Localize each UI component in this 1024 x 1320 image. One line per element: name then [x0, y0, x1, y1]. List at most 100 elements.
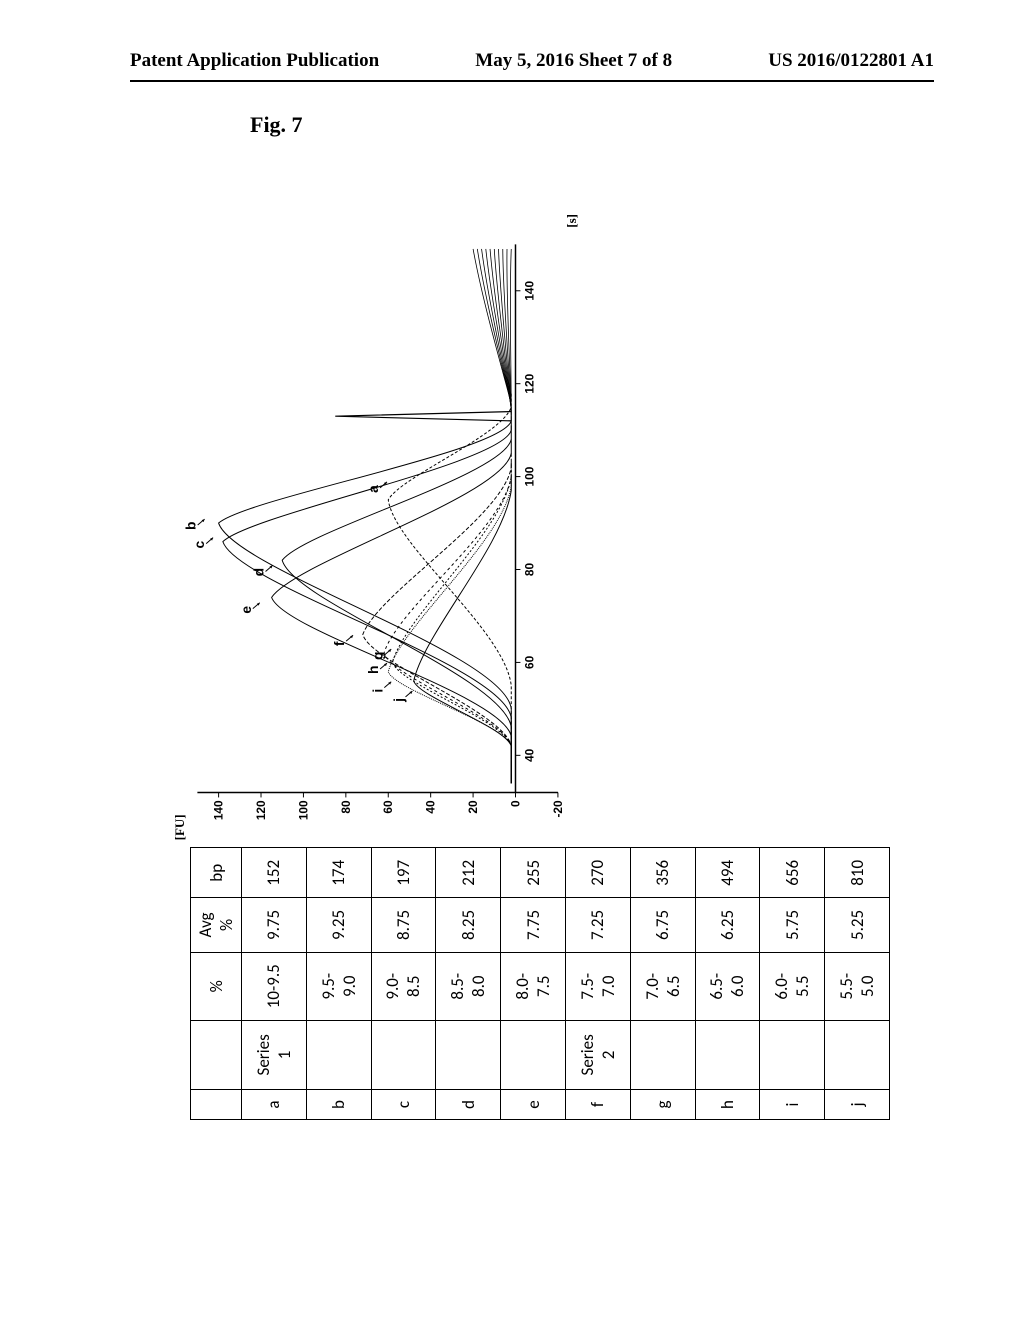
table-header-pct: % [191, 952, 242, 1020]
svg-text:b: b [183, 522, 199, 530]
table-row: e 8.0-7.57.75255 [501, 848, 566, 1120]
y-axis-label: [FU] [172, 814, 188, 840]
svg-text:-20: -20 [551, 800, 565, 818]
table-cell-label: i [760, 1090, 825, 1120]
table-header-blank2 [191, 1020, 242, 1089]
table-cell-pct: 7.0-6.5 [630, 952, 695, 1020]
table-cell-bp: 174 [306, 848, 371, 898]
data-table: % Avg % bp aSeries 110-9.59.75152b9.5-9.… [190, 847, 890, 1120]
svg-text:j: j [391, 698, 407, 703]
table-cell-label: c [371, 1090, 436, 1120]
table-row: g 7.0-6.56.75356 [630, 848, 695, 1120]
header-left: Patent Application Publication [130, 50, 379, 72]
table-row: fSeries 27.5-7.07.25270 [565, 848, 630, 1120]
table-cell-series [306, 1020, 371, 1089]
table-cell-pct: 10-9.5 [242, 952, 307, 1020]
table-header-avg: Avg % [191, 898, 242, 953]
table-cell-pct: 6.5-6.0 [695, 952, 760, 1020]
table-cell-pct: 7.5-7.0 [565, 952, 630, 1020]
table-cell-avg: 5.75 [760, 898, 825, 953]
table-cell-pct: 9.5-9.0 [306, 952, 371, 1020]
table-cell-series: Series 2 [565, 1020, 630, 1089]
svg-text:i: i [369, 689, 385, 693]
table-cell-avg: 5.25 [825, 898, 890, 953]
svg-text:40: 40 [424, 800, 438, 814]
table-cell-pct: 8.5-8.0 [436, 952, 501, 1020]
table-cell-label: h [695, 1090, 760, 1120]
table-cell-avg: 7.75 [501, 898, 566, 953]
table-cell-avg: 7.25 [565, 898, 630, 953]
svg-text:140: 140 [212, 800, 226, 820]
x-axis-label: [s] [564, 214, 580, 228]
svg-text:100: 100 [296, 800, 310, 820]
table-cell-series: Series 1 [242, 1020, 307, 1089]
table-cell-label: e [501, 1090, 566, 1120]
svg-text:20: 20 [466, 800, 480, 814]
table-cell-series [760, 1020, 825, 1089]
header-center: May 5, 2016 Sheet 7 of 8 [475, 50, 672, 72]
table-cell-label: g [630, 1090, 695, 1120]
table-cell-bp: 656 [760, 848, 825, 898]
rotated-figure-content: % Avg % bp aSeries 110-9.59.75152b9.5-9.… [190, 220, 890, 1120]
table-cell-bp: 810 [825, 848, 890, 898]
svg-text:140: 140 [522, 281, 536, 301]
svg-text:g: g [369, 652, 385, 660]
table-cell-avg: 6.75 [630, 898, 695, 953]
chart-svg: -20 0 20 40 60 80 100 120 140 40 60 80 100 120 140 a b c d… [180, 220, 600, 832]
svg-text:f: f [331, 641, 347, 646]
table-row: h 6.5-6.06.25494 [695, 848, 760, 1120]
table-cell-bp: 356 [630, 848, 695, 898]
table-header-blank1 [191, 1090, 242, 1120]
table-cell-label: f [565, 1090, 630, 1120]
table-cell-bp: 255 [501, 848, 566, 898]
table-cell-avg: 9.25 [306, 898, 371, 953]
table-cell-bp: 197 [371, 848, 436, 898]
svg-text:80: 80 [522, 563, 536, 577]
table-cell-series [825, 1020, 890, 1089]
table-cell-avg: 8.75 [371, 898, 436, 953]
table-cell-pct: 5.5-5.0 [825, 952, 890, 1020]
table-cell-series [695, 1020, 760, 1089]
svg-text:60: 60 [381, 800, 395, 814]
svg-text:80: 80 [339, 800, 353, 814]
svg-text:60: 60 [522, 656, 536, 670]
table-cell-avg: 8.25 [436, 898, 501, 953]
table-row: d 8.5-8.08.25212 [436, 848, 501, 1120]
table-row: b 9.5-9.09.25174 [306, 848, 371, 1120]
table-cell-series [501, 1020, 566, 1089]
table-cell-bp: 212 [436, 848, 501, 898]
table-row: i 6.0-5.55.75656 [760, 848, 825, 1120]
table-cell-bp: 270 [565, 848, 630, 898]
table-cell-label: a [242, 1090, 307, 1120]
table-cell-label: d [436, 1090, 501, 1120]
svg-text:e: e [238, 606, 254, 614]
table-cell-bp: 152 [242, 848, 307, 898]
table-cell-pct: 9.0-8.5 [371, 952, 436, 1020]
table-cell-series [630, 1020, 695, 1089]
svg-text:h: h [365, 666, 381, 674]
table-cell-label: b [306, 1090, 371, 1120]
figure-area: % Avg % bp aSeries 110-9.59.75152b9.5-9.… [90, 320, 990, 1020]
svg-text:40: 40 [522, 749, 536, 763]
svg-text:a: a [365, 485, 381, 493]
svg-text:100: 100 [522, 467, 536, 487]
table-row: aSeries 110-9.59.75152 [242, 848, 307, 1120]
table-cell-pct: 8.0-7.5 [501, 952, 566, 1020]
figure-label: Fig. 7 [250, 112, 1024, 138]
table-cell-pct: 6.0-5.5 [760, 952, 825, 1020]
page-header: Patent Application Publication May 5, 20… [130, 0, 934, 82]
table-cell-avg: 9.75 [242, 898, 307, 953]
table-cell-avg: 6.25 [695, 898, 760, 953]
table-cell-bp: 494 [695, 848, 760, 898]
table-header-bp: bp [191, 848, 242, 898]
svg-text:d: d [251, 568, 267, 576]
table-row: c 9.0-8.58.75197 [371, 848, 436, 1120]
svg-text:0: 0 [508, 800, 522, 807]
svg-text:120: 120 [522, 374, 536, 394]
svg-text:c: c [191, 541, 207, 549]
table-row: j5.5-5.05.25810 [825, 848, 890, 1120]
electropherogram-chart: [FU] [s] -200204060801001201404060801001… [180, 220, 600, 832]
table-cell-series [436, 1020, 501, 1089]
table-body: aSeries 110-9.59.75152b9.5-9.09.25174c9.… [242, 848, 890, 1120]
svg-text:120: 120 [254, 800, 268, 820]
